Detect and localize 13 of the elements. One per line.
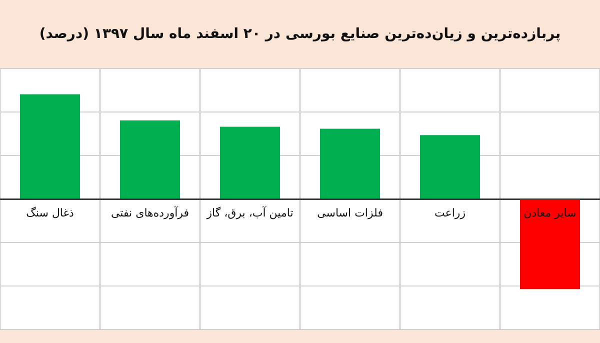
x-tick-label: تامین آب، برق، گاز — [206, 205, 294, 220]
bar — [20, 94, 80, 198]
bar — [220, 126, 280, 198]
bar — [320, 128, 380, 198]
bar — [520, 200, 580, 290]
bar — [420, 135, 480, 198]
x-tick-label: زراعت — [434, 206, 466, 220]
x-tick-label: سایر معادن — [524, 206, 576, 220]
x-tick-label: ذغال سنگ — [26, 206, 74, 220]
x-tick-label: فلزات اساسی — [317, 206, 383, 220]
x-tick-label: فرآورده‌های نفتی — [110, 205, 190, 220]
bar — [120, 120, 180, 198]
chart-title: پربازده‌ترین و زیان‌ده‌ترین صنایع بورسی در ۲۰ اسفند ماه سال ۱۳۹۷ (درصد) — [0, 0, 600, 68]
